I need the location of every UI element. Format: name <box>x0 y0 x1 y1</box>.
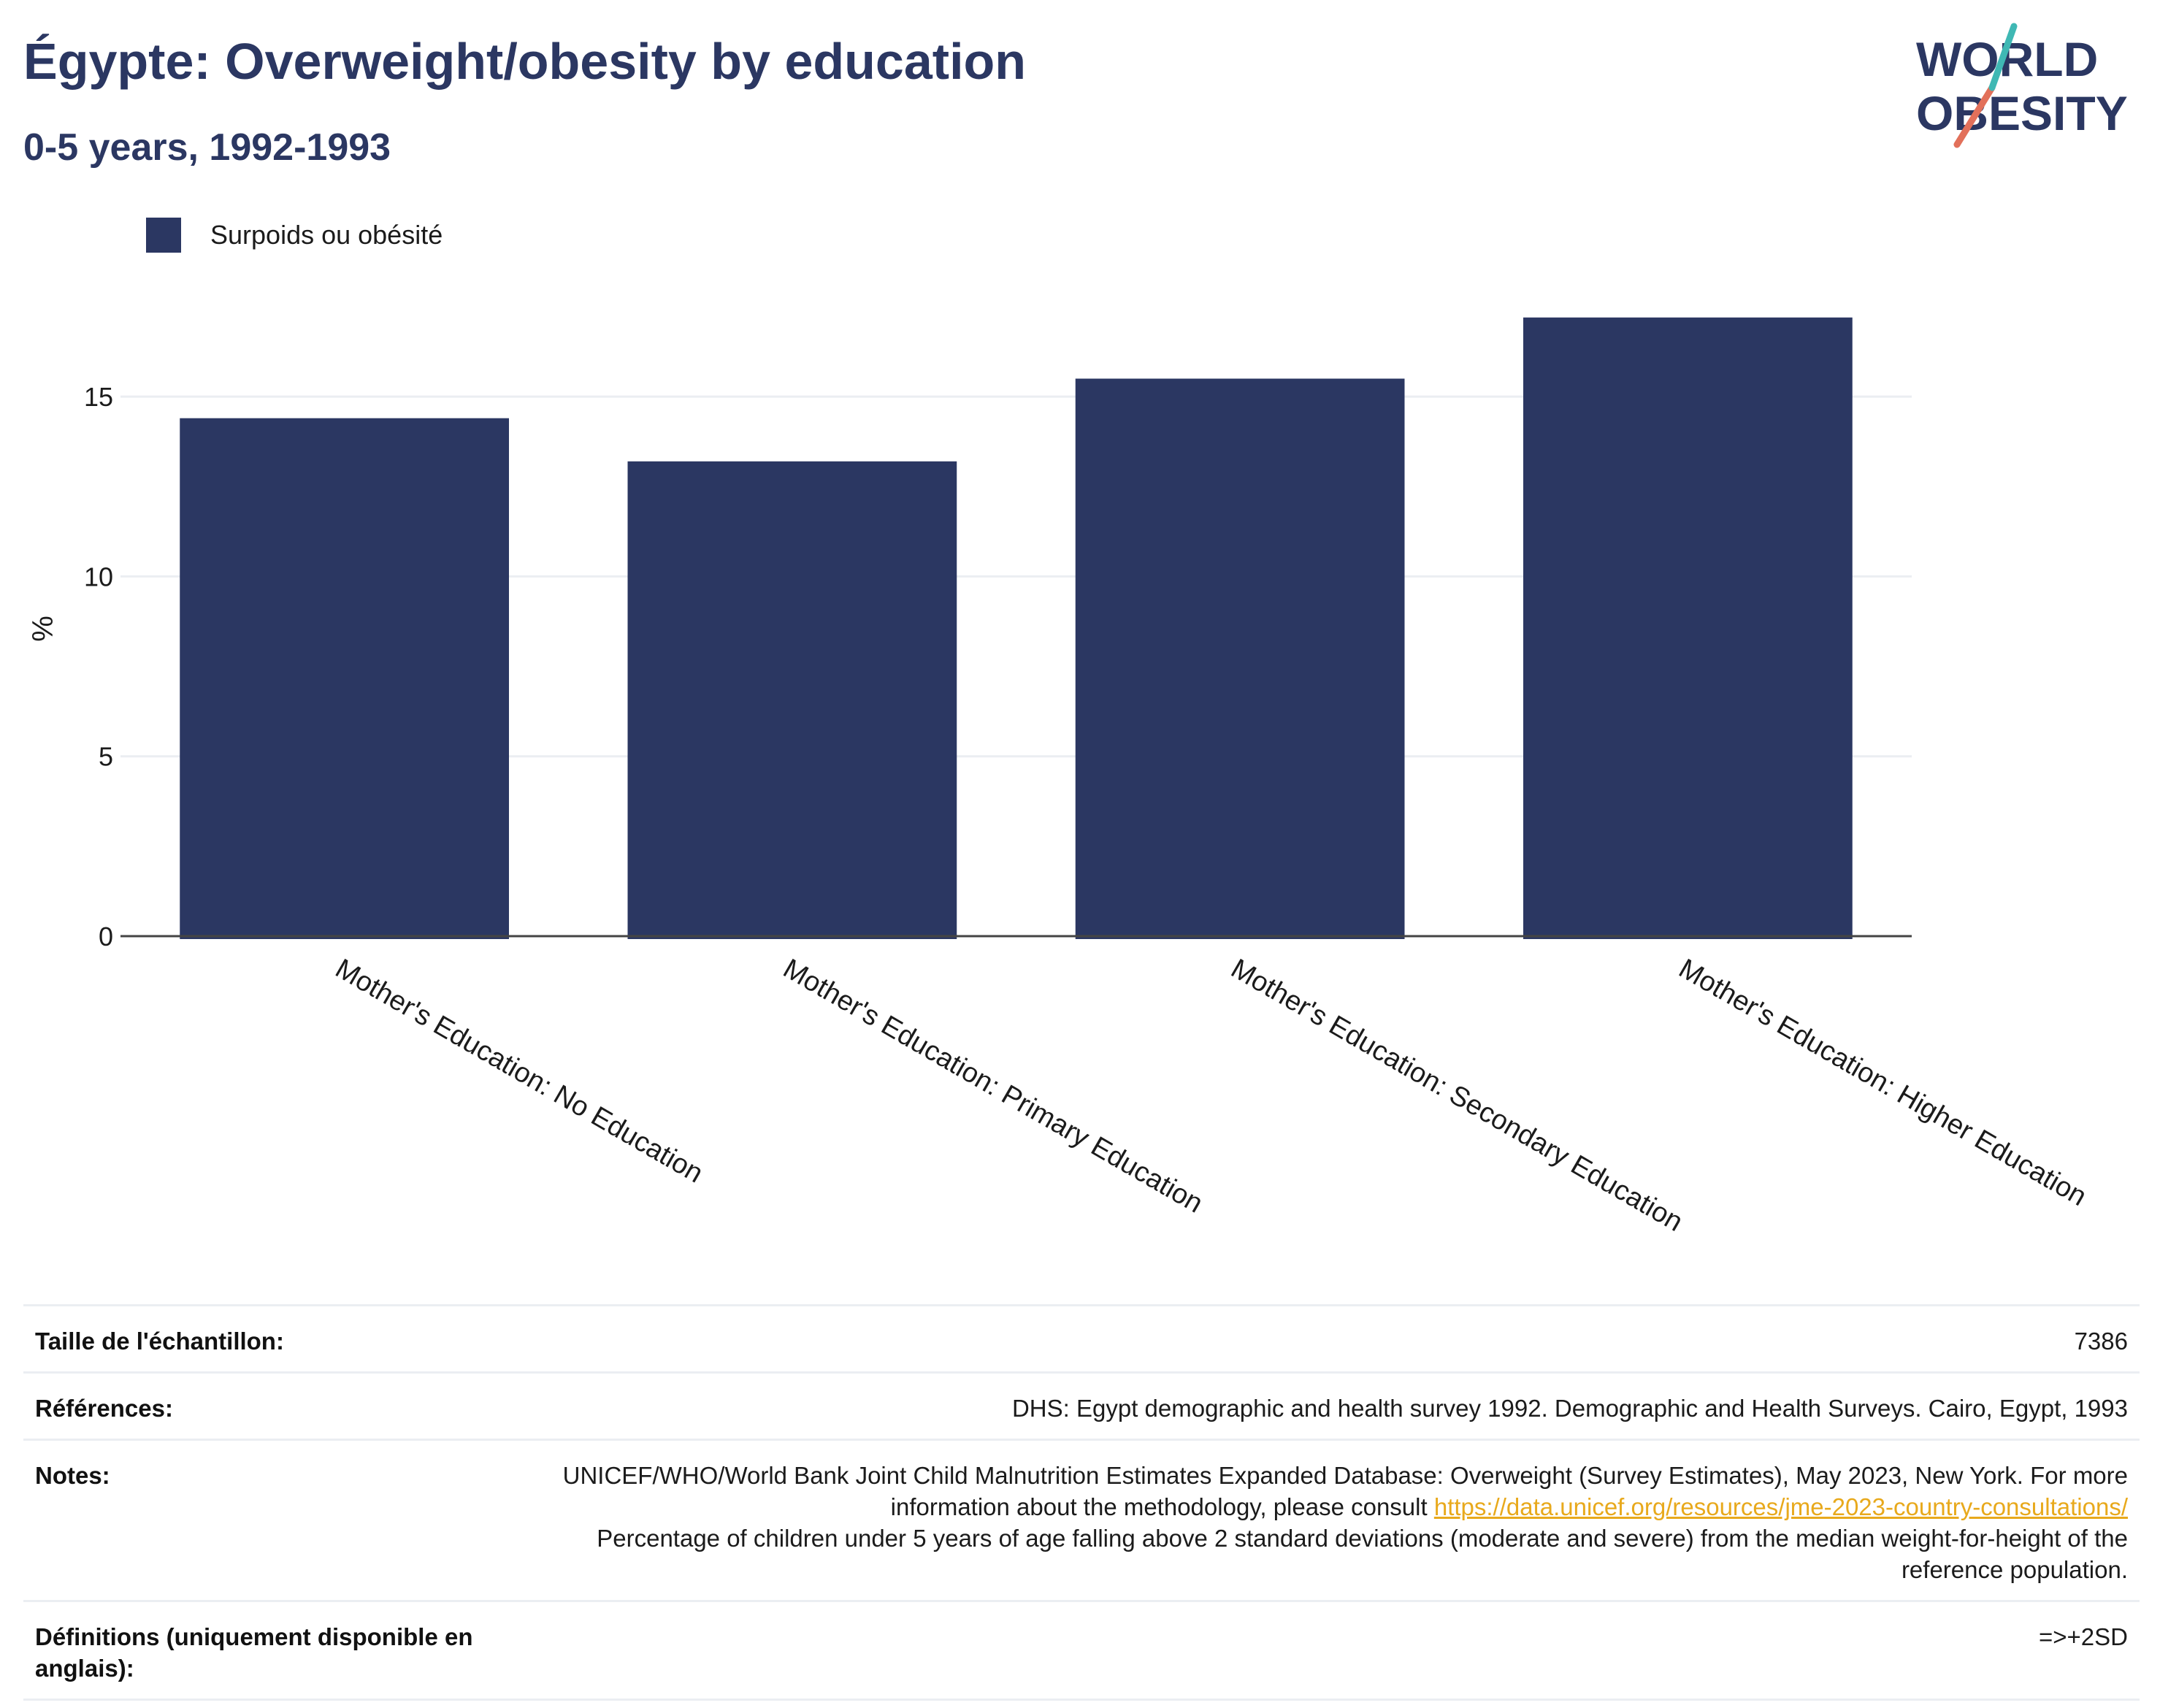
notes-definition-text: Percentage of children under 5 years of … <box>597 1525 2128 1583</box>
x-tick-label: Mother's Education: No Education <box>330 953 708 1189</box>
chart-subtitle: 0-5 years, 1992-1993 <box>23 126 391 169</box>
x-tick-label: Mother's Education: Secondary Education <box>1226 953 1688 1238</box>
y-tick-label: 0 <box>99 922 113 951</box>
definitions-value: =>+2SD <box>2038 1623 2128 1650</box>
legend-swatch <box>146 218 181 253</box>
legend-label: Surpoids ou obésité <box>210 220 443 250</box>
bar <box>1075 378 1405 939</box>
notes-text: UNICEF/WHO/World Bank Joint Child Malnut… <box>562 1462 2128 1520</box>
info-table: Taille de l'échantillon: 7386 Références… <box>23 1304 2140 1701</box>
y-tick-label: 10 <box>84 562 113 591</box>
references-label: Références: <box>35 1395 173 1422</box>
notes-value: UNICEF/WHO/World Bank Joint Child Malnut… <box>514 1440 2140 1601</box>
references-value: DHS: Egypt demographic and health survey… <box>1011 1395 2128 1422</box>
y-tick-label: 15 <box>84 382 113 412</box>
logo-line2: OBESITY <box>1916 86 2128 140</box>
chart-title: Égypte: Overweight/obesity by education <box>23 33 1027 90</box>
bar <box>1523 317 1853 940</box>
bar <box>627 461 957 939</box>
x-tick-label: Mother's Education: Primary Education <box>778 953 1208 1219</box>
references-row: Références: DHS: Egypt demographic and h… <box>23 1372 2140 1440</box>
logo-slash-teal <box>1988 23 2018 91</box>
world-obesity-logo[interactable]: WORLD OBESITY <box>1906 20 2140 152</box>
definitions-label: Définitions (uniquement disponible en an… <box>35 1623 473 1682</box>
sample-size-label: Taille de l'échantillon: <box>35 1328 284 1355</box>
legend: Surpoids ou obésité <box>146 216 443 254</box>
y-tick-label: 5 <box>99 742 113 772</box>
notes-label: Notes: <box>35 1462 110 1489</box>
methodology-link[interactable]: https://data.unicef.org/resources/jme-20… <box>1433 1493 2128 1520</box>
sample-size-row: Taille de l'échantillon: 7386 <box>23 1305 2140 1373</box>
y-axis-label: % <box>27 616 59 642</box>
notes-row: Notes: UNICEF/WHO/World Bank Joint Child… <box>23 1439 2140 1601</box>
x-tick-label: Mother's Education: Higher Education <box>1674 953 2091 1212</box>
bar <box>180 418 509 939</box>
logo-slash-red <box>1953 84 1996 148</box>
definitions-row: Définitions (uniquement disponible en an… <box>23 1601 2140 1700</box>
sample-size-value: 7386 <box>2074 1328 2128 1355</box>
bar-chart: 0 5 10 15% Mother's Education: No Education M… <box>27 317 2091 1238</box>
